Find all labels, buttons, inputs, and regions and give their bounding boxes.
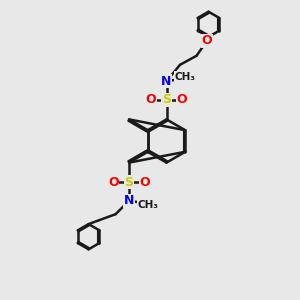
Text: CH₃: CH₃ <box>175 72 196 82</box>
Text: S: S <box>124 176 134 189</box>
Text: O: O <box>146 93 156 106</box>
Text: S: S <box>162 93 171 106</box>
Text: N: N <box>124 194 134 207</box>
Text: O: O <box>202 34 212 47</box>
Text: O: O <box>177 93 188 106</box>
Text: O: O <box>140 176 150 189</box>
Text: N: N <box>161 75 172 88</box>
Text: O: O <box>108 176 119 189</box>
Text: CH₃: CH₃ <box>137 200 158 210</box>
